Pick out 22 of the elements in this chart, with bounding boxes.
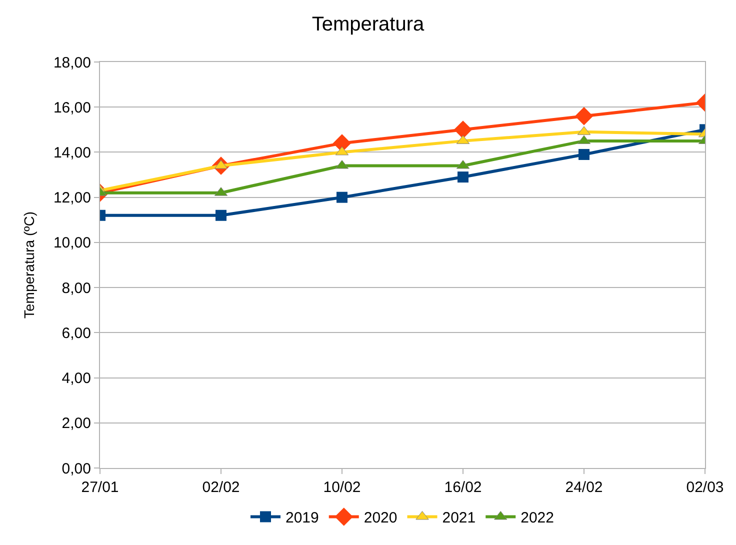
legend-label: 2020 (364, 510, 398, 527)
y-tick-label: 8,00 (62, 280, 91, 297)
x-tick-label: 02/02 (202, 479, 240, 496)
y-tick-label: 18,00 (53, 54, 91, 72)
y-tick-label: 6,00 (62, 324, 91, 342)
y-tick-label: 10,00 (53, 234, 91, 252)
y-tick-label: 4,00 (62, 370, 91, 388)
chart-title: Temperatura (312, 13, 426, 36)
y-tick-label: 14,00 (53, 144, 91, 162)
x-tick-label: 16/02 (444, 479, 482, 496)
x-tick-label: 27/01 (81, 479, 119, 496)
legend-label: 2021 (442, 510, 476, 527)
y-tick-label: 0,00 (62, 460, 91, 478)
y-tick-label: 12,00 (53, 190, 91, 207)
legend-label: 2022 (520, 510, 554, 527)
x-tick-label: 02/03 (686, 479, 724, 496)
x-tick-label: 24/02 (565, 479, 603, 496)
legend-label: 2019 (286, 510, 319, 527)
y-tick-label: 2,00 (62, 415, 91, 432)
y-axis-title: Temperatura (ºC) (21, 211, 38, 319)
x-tick-label: 10/02 (323, 479, 361, 496)
y-tick-label: 16,00 (53, 99, 91, 116)
